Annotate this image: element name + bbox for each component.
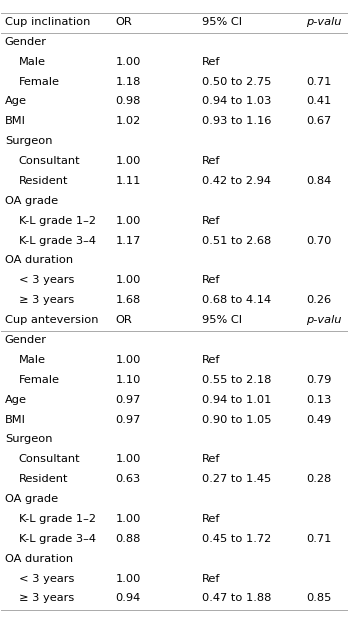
Text: 1.00: 1.00 <box>116 216 141 226</box>
Text: Ref: Ref <box>202 57 221 67</box>
Text: 0.41: 0.41 <box>306 97 332 107</box>
Text: Consultant: Consultant <box>19 454 80 464</box>
Text: Ref: Ref <box>202 355 221 365</box>
Text: BMI: BMI <box>5 116 26 126</box>
Text: OA duration: OA duration <box>5 255 73 265</box>
Text: 1.00: 1.00 <box>116 514 141 524</box>
Text: 0.27 to 1.45: 0.27 to 1.45 <box>202 474 272 484</box>
Text: Consultant: Consultant <box>19 156 80 166</box>
Text: Age: Age <box>5 394 27 404</box>
Text: 0.68 to 4.14: 0.68 to 4.14 <box>202 295 271 305</box>
Text: 0.28: 0.28 <box>306 474 332 484</box>
Text: Gender: Gender <box>5 335 47 345</box>
Text: K-L grade 3–4: K-L grade 3–4 <box>19 534 96 544</box>
Text: Surgeon: Surgeon <box>5 434 52 444</box>
Text: 1.68: 1.68 <box>116 295 141 305</box>
Text: OA grade: OA grade <box>5 196 58 206</box>
Text: OA grade: OA grade <box>5 494 58 504</box>
Text: Ref: Ref <box>202 156 221 166</box>
Text: 0.55 to 2.18: 0.55 to 2.18 <box>202 375 272 385</box>
Text: 0.71: 0.71 <box>306 77 332 87</box>
Text: 0.97: 0.97 <box>116 414 141 424</box>
Text: OA duration: OA duration <box>5 553 73 563</box>
Text: 1.00: 1.00 <box>116 57 141 67</box>
Text: Resident: Resident <box>19 474 68 484</box>
Text: K-L grade 1–2: K-L grade 1–2 <box>19 216 96 226</box>
Text: 0.26: 0.26 <box>306 295 331 305</box>
Text: K-L grade 3–4: K-L grade 3–4 <box>19 236 96 246</box>
Text: 0.47 to 1.88: 0.47 to 1.88 <box>202 593 272 603</box>
Text: Cup anteversion: Cup anteversion <box>5 315 98 325</box>
Text: 95% CI: 95% CI <box>202 17 243 27</box>
Text: 0.79: 0.79 <box>306 375 332 385</box>
Text: 0.70: 0.70 <box>306 236 332 246</box>
Text: 0.42 to 2.94: 0.42 to 2.94 <box>202 176 271 186</box>
Text: Age: Age <box>5 97 27 107</box>
Text: 1.11: 1.11 <box>116 176 141 186</box>
Text: Ref: Ref <box>202 514 221 524</box>
Text: 0.94: 0.94 <box>116 593 141 603</box>
Text: 95% CI: 95% CI <box>202 315 243 325</box>
Text: 0.51 to 2.68: 0.51 to 2.68 <box>202 236 272 246</box>
Text: Male: Male <box>19 355 46 365</box>
Text: Female: Female <box>19 77 60 87</box>
Text: Resident: Resident <box>19 176 68 186</box>
Text: OR: OR <box>116 17 132 27</box>
Text: < 3 years: < 3 years <box>19 275 74 285</box>
Text: p-valu: p-valu <box>306 17 342 27</box>
Text: 0.94 to 1.01: 0.94 to 1.01 <box>202 394 272 404</box>
Text: Ref: Ref <box>202 275 221 285</box>
Text: Surgeon: Surgeon <box>5 136 52 146</box>
Text: 0.97: 0.97 <box>116 394 141 404</box>
Text: 1.10: 1.10 <box>116 375 141 385</box>
Text: ≥ 3 years: ≥ 3 years <box>19 593 74 603</box>
Text: 0.50 to 2.75: 0.50 to 2.75 <box>202 77 272 87</box>
Text: Ref: Ref <box>202 454 221 464</box>
Text: 0.98: 0.98 <box>116 97 141 107</box>
Text: 0.84: 0.84 <box>306 176 332 186</box>
Text: < 3 years: < 3 years <box>19 573 74 583</box>
Text: 0.63: 0.63 <box>116 474 141 484</box>
Text: 0.94 to 1.03: 0.94 to 1.03 <box>202 97 272 107</box>
Text: 1.02: 1.02 <box>116 116 141 126</box>
Text: p-valu: p-valu <box>306 315 342 325</box>
Text: K-L grade 1–2: K-L grade 1–2 <box>19 514 96 524</box>
Text: 1.00: 1.00 <box>116 156 141 166</box>
Text: 1.00: 1.00 <box>116 275 141 285</box>
Text: Female: Female <box>19 375 60 385</box>
Text: 1.00: 1.00 <box>116 355 141 365</box>
Text: 1.18: 1.18 <box>116 77 141 87</box>
Text: Cup inclination: Cup inclination <box>5 17 90 27</box>
Text: 0.71: 0.71 <box>306 534 332 544</box>
Text: 0.90 to 1.05: 0.90 to 1.05 <box>202 414 272 424</box>
Text: Gender: Gender <box>5 37 47 47</box>
Text: 0.67: 0.67 <box>306 116 332 126</box>
Text: BMI: BMI <box>5 414 26 424</box>
Text: 0.85: 0.85 <box>306 593 332 603</box>
Text: ≥ 3 years: ≥ 3 years <box>19 295 74 305</box>
Text: 1.00: 1.00 <box>116 573 141 583</box>
Text: Ref: Ref <box>202 573 221 583</box>
Text: 1.17: 1.17 <box>116 236 141 246</box>
Text: 1.00: 1.00 <box>116 454 141 464</box>
Text: 0.13: 0.13 <box>306 394 332 404</box>
Text: 0.49: 0.49 <box>306 414 332 424</box>
Text: 0.45 to 1.72: 0.45 to 1.72 <box>202 534 272 544</box>
Text: Male: Male <box>19 57 46 67</box>
Text: OR: OR <box>116 315 132 325</box>
Text: 0.93 to 1.16: 0.93 to 1.16 <box>202 116 272 126</box>
Text: Ref: Ref <box>202 216 221 226</box>
Text: 0.88: 0.88 <box>116 534 141 544</box>
